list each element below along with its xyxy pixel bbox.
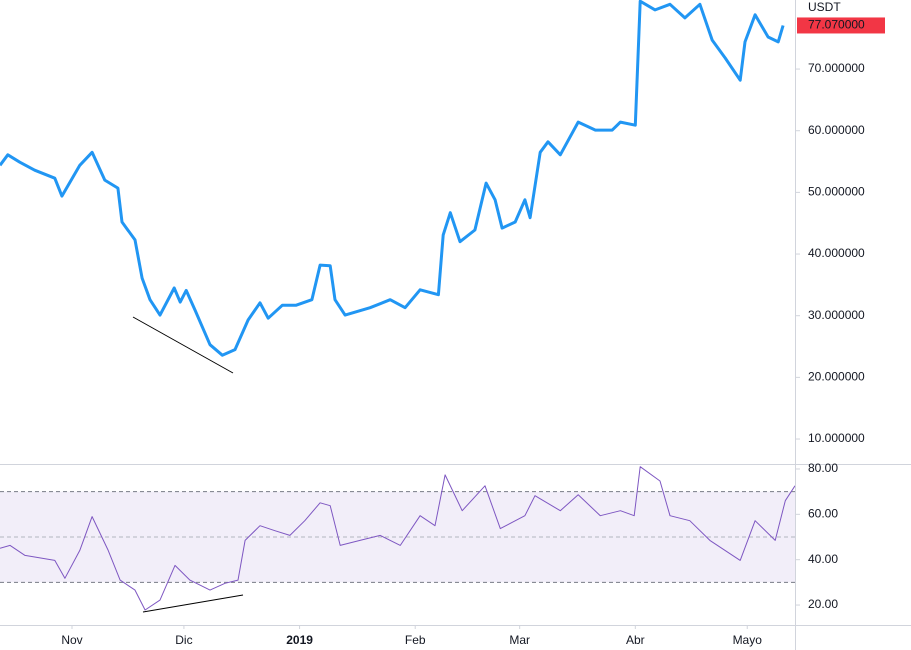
last-price-tag	[797, 17, 885, 34]
rsi-band	[0, 491, 795, 583]
divergence-line-rsi	[142, 594, 244, 613]
x-tick-label: Dic	[175, 633, 192, 647]
y-tick-label: 30.000000	[808, 308, 865, 322]
divergence-line-price	[132, 316, 234, 374]
y-tick-label: 40.000000	[808, 246, 865, 260]
pane	[0, 466, 795, 611]
x-tick-label: Nov	[61, 633, 82, 647]
y-tick-label: 10.000000	[808, 431, 865, 445]
x-tick-label: Mayo	[733, 633, 763, 647]
y-tick-label: 70.000000	[808, 61, 865, 75]
currency-label: USDT	[808, 0, 841, 14]
last-price-label: 77.070000	[808, 18, 865, 32]
y-tick-label: 20.000000	[808, 370, 865, 384]
price-line	[0, 0, 785, 357]
y-tick-label: 80.00	[808, 461, 838, 475]
y-tick-label: 40.00	[808, 552, 838, 566]
y-tick-label: 50.000000	[808, 185, 865, 199]
y-tick-label: 20.00	[808, 597, 838, 611]
price-line	[0, 466, 795, 611]
y-tick-label: 60.000000	[808, 123, 865, 137]
x-tick-label: 2019	[286, 633, 313, 647]
y-tick-label: 60.00	[808, 506, 838, 520]
x-tick-label: Abr	[626, 633, 645, 647]
x-tick-label: Mar	[509, 633, 530, 647]
pane	[0, 0, 785, 357]
x-tick-label: Feb	[405, 633, 426, 647]
